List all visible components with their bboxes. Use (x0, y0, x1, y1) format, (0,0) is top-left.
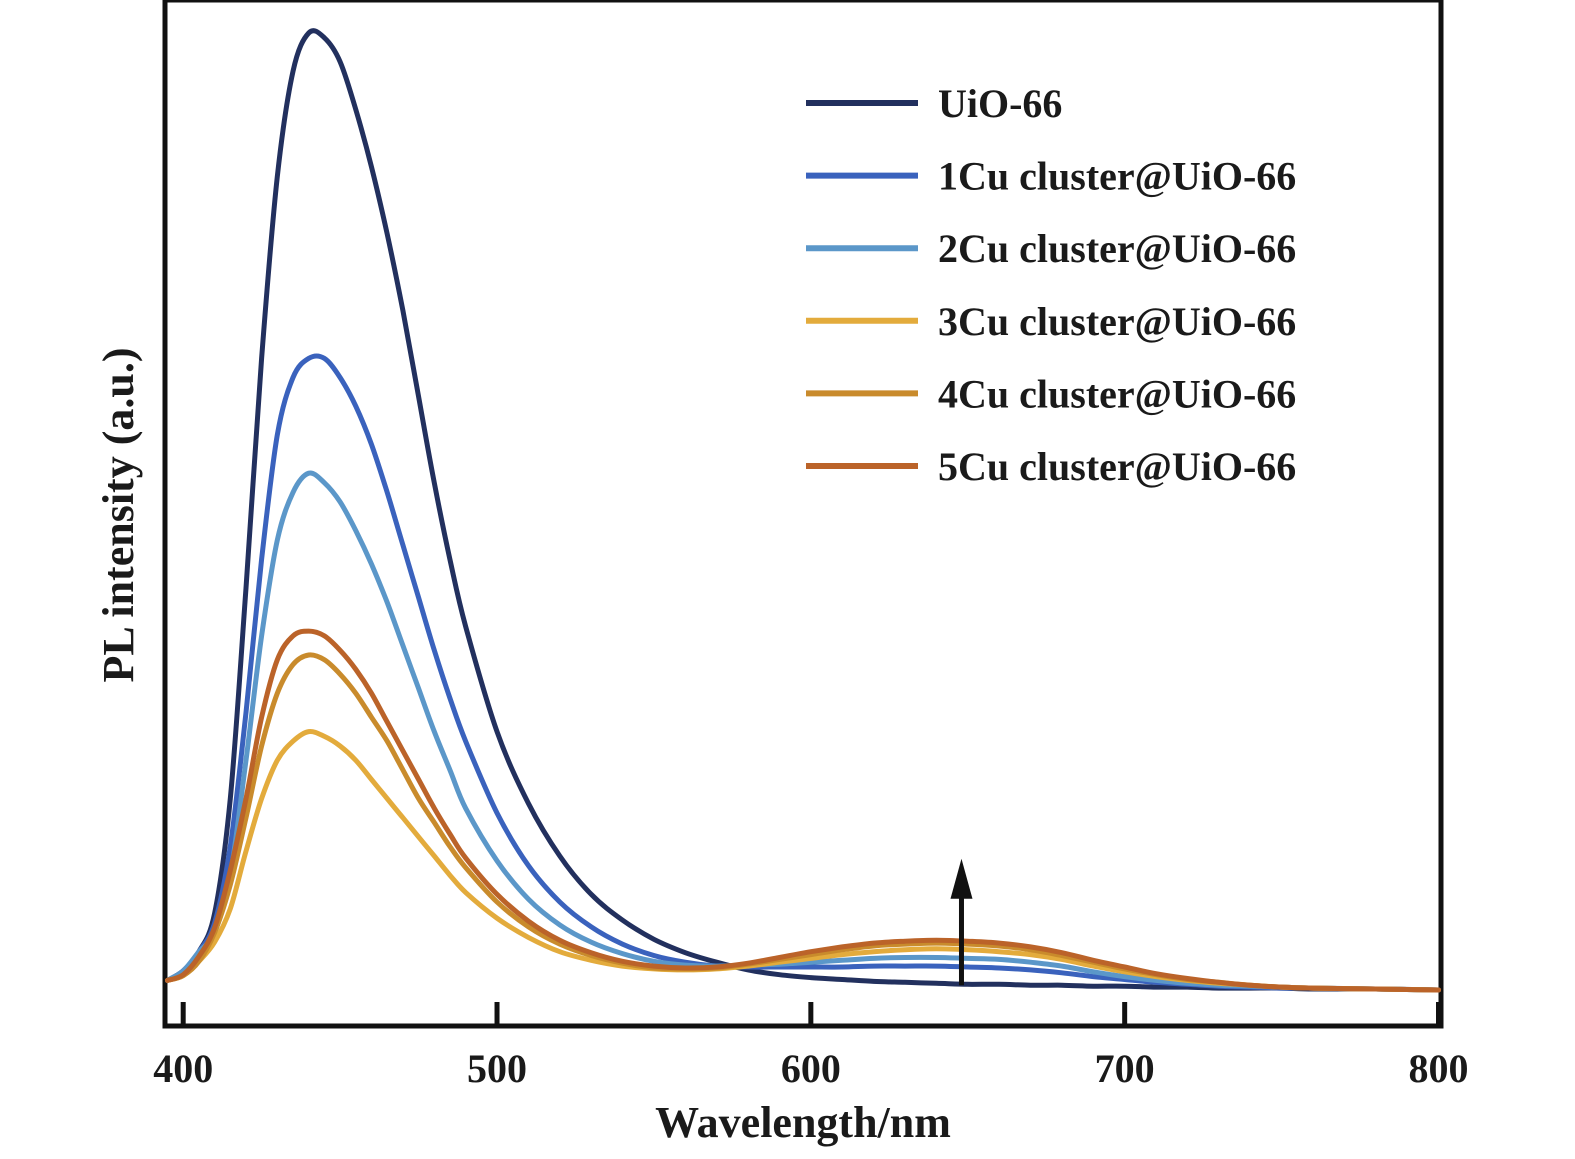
legend: UiO-66 1Cu cluster@UiO-66 2Cu cluster@UiO-… (806, 81, 1296, 489)
arrow-head (950, 858, 973, 899)
legend-label-2: 2Cu cluster@UiO-66 (938, 226, 1296, 271)
x-axis-title: Wavelength/nm (655, 1098, 951, 1147)
legend-label-3: 3Cu cluster@UiO-66 (938, 299, 1296, 344)
x-tick-label-3: 700 (1095, 1046, 1155, 1091)
x-tick-label-4: 800 (1409, 1046, 1469, 1091)
y-axis-title: PL intensity (a.u.) (94, 348, 143, 683)
series-line-1 (165, 353, 1441, 993)
legend-label-0: UiO-66 (938, 81, 1062, 126)
x-tick-label-0: 400 (153, 1046, 213, 1091)
legend-label-5: 5Cu cluster@UiO-66 (938, 444, 1296, 489)
legend-label-1: 1Cu cluster@UiO-66 (938, 154, 1296, 199)
annotation (950, 858, 973, 986)
x-ticks: 400 500 600 700 800 (153, 1002, 1469, 1091)
series-line-3 (165, 728, 1441, 993)
x-tick-label-2: 600 (781, 1046, 841, 1091)
series-line-0 (165, 28, 1441, 993)
legend-label-4: 4Cu cluster@UiO-66 (938, 371, 1296, 416)
series-line-2 (165, 470, 1441, 993)
series-lines (165, 28, 1441, 993)
series-line-4 (165, 652, 1441, 993)
series-line-5 (165, 628, 1441, 993)
x-tick-label-1: 500 (467, 1046, 527, 1091)
plot-frame (162, 0, 1444, 1029)
